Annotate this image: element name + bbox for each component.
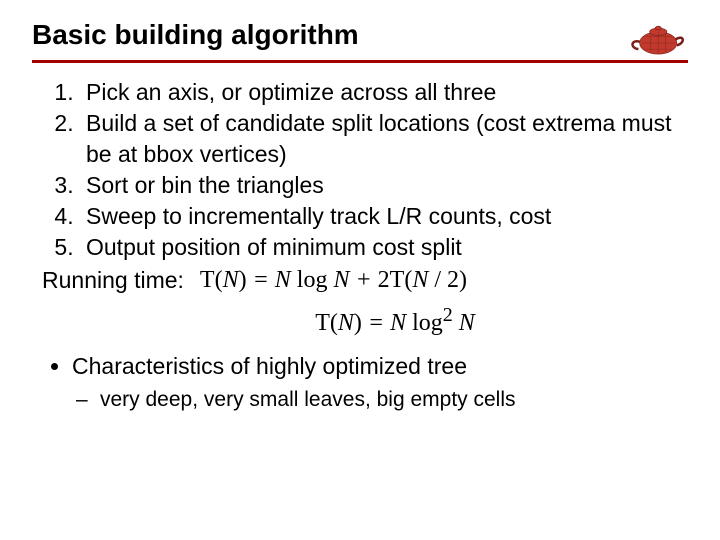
sub-list: very deep, very small leaves, big empty … — [72, 386, 688, 414]
formula-closed-form: T(N) = N log2 N — [315, 310, 475, 336]
running-time-row: Running time: T(N) = N log N + 2T(N / 2) — [42, 267, 688, 294]
slide-header: Basic building algorithm — [32, 18, 688, 58]
teapot-wireframe-icon — [626, 18, 688, 58]
formula-recurrence: T(N) = N log N + 2T(N / 2) — [200, 267, 467, 294]
characteristics-list: Characteristics of highly optimized tree… — [32, 351, 688, 414]
title-underline — [32, 60, 688, 63]
list-item: Sort or bin the triangles — [80, 170, 688, 201]
numbered-steps: Pick an axis, or optimize across all thr… — [32, 77, 688, 263]
bullet-text: Characteristics of highly optimized tree — [72, 353, 467, 379]
formula-closed-row: T(N) = N log2 N — [32, 304, 688, 337]
list-item: Pick an axis, or optimize across all thr… — [80, 77, 688, 108]
list-item: Output position of minimum cost split — [80, 232, 688, 263]
running-time-label: Running time: — [42, 267, 184, 294]
sub-list-item: very deep, very small leaves, big empty … — [100, 386, 688, 414]
slide-title: Basic building algorithm — [32, 19, 359, 57]
list-item: Characteristics of highly optimized tree… — [72, 351, 688, 414]
list-item: Sweep to incrementally track L/R counts,… — [80, 201, 688, 232]
list-item: Build a set of candidate split locations… — [80, 108, 688, 170]
slide-root: Basic building algorithm — [0, 0, 720, 540]
